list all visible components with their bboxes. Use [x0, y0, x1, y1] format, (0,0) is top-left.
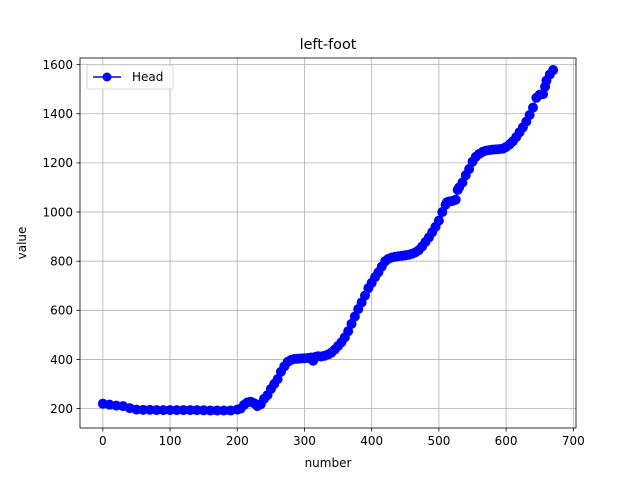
x-tick-label: 300: [293, 434, 316, 448]
y-tick-label: 1600: [42, 58, 73, 72]
chart-title: left-foot: [300, 37, 357, 53]
series-markers-head: [97, 65, 559, 416]
x-tick-label: 700: [562, 434, 585, 448]
legend-marker-head: [102, 72, 112, 82]
x-axis-label: number: [305, 456, 352, 470]
x-tick-label: 500: [427, 434, 450, 448]
plot-area-frame: [79, 57, 577, 429]
x-tick-label: 600: [495, 434, 518, 448]
data-point: [450, 194, 461, 205]
x-tick-label: 400: [360, 434, 383, 448]
series-layer: [97, 65, 559, 416]
y-tick-label: 200: [50, 402, 73, 416]
data-point: [527, 102, 538, 113]
x-tick-label: 100: [159, 434, 182, 448]
data-point: [433, 215, 444, 226]
y-axis-label: value: [15, 227, 29, 260]
y-tick-label: 1400: [42, 107, 73, 121]
y-tick-label: 1200: [42, 156, 73, 170]
y-axis: 200 400 600 800 1000 1200 1400 1600: [42, 58, 80, 416]
y-tick-label: 1000: [42, 205, 73, 219]
legend-box: [86, 64, 174, 90]
x-tick-label: 0: [99, 434, 107, 448]
legend-label-head: Head: [132, 70, 163, 84]
legend: Head: [86, 64, 174, 90]
y-tick-label: 800: [50, 254, 73, 268]
x-tick-label: 200: [226, 434, 249, 448]
x-axis: 0 100 200 300 400 500 600 700: [99, 428, 585, 448]
y-tick-label: 600: [50, 304, 73, 318]
y-tick-label: 400: [50, 353, 73, 367]
data-point: [548, 65, 559, 76]
